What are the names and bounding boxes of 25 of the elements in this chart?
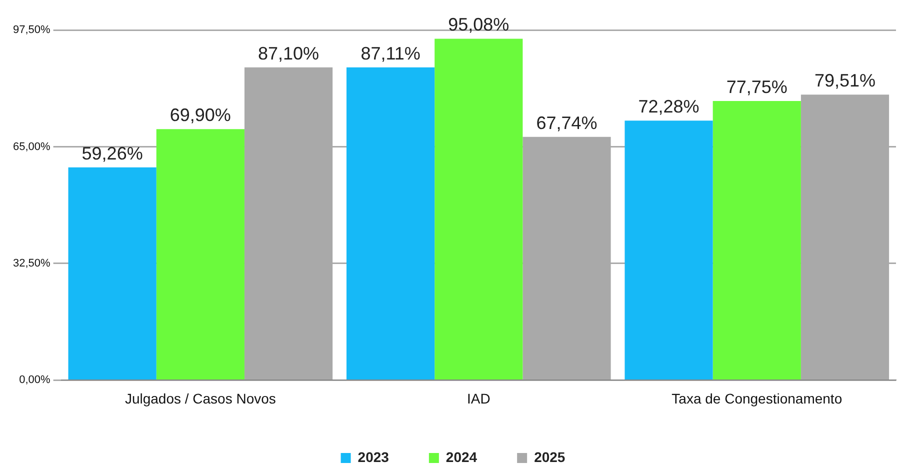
x-tick-label: Julgados / Casos Novos bbox=[124, 390, 276, 406]
data-label: 59,26% bbox=[82, 143, 143, 164]
data-label: 77,75% bbox=[726, 76, 788, 97]
data-label: 87,11% bbox=[360, 43, 420, 64]
data-label: 67,74% bbox=[536, 112, 598, 133]
data-label: 95,08% bbox=[448, 14, 510, 35]
y-tick-label: 97,50% bbox=[12, 24, 51, 36]
x-tick-label: IAD bbox=[466, 390, 490, 406]
y-tick-label: 65,00% bbox=[12, 140, 51, 153]
bar bbox=[68, 167, 156, 380]
data-label: 72,28% bbox=[638, 96, 700, 117]
y-tick-label: 32,50% bbox=[12, 258, 51, 270]
legend-label: 2024 bbox=[446, 448, 478, 465]
x-tick-label: Taxa de Congestionamento bbox=[672, 390, 842, 406]
legend-label: 2023 bbox=[358, 448, 390, 465]
bar bbox=[712, 100, 801, 380]
bar bbox=[434, 38, 523, 380]
y-tick-label: 0,00% bbox=[19, 374, 51, 386]
bar bbox=[624, 120, 713, 380]
data-label: 87,10% bbox=[258, 43, 320, 64]
bar bbox=[156, 129, 244, 380]
data-label: 79,51% bbox=[814, 70, 876, 91]
bar bbox=[346, 67, 435, 380]
legend-label: 2025 bbox=[534, 448, 566, 465]
data-label: 69,90% bbox=[170, 105, 231, 126]
